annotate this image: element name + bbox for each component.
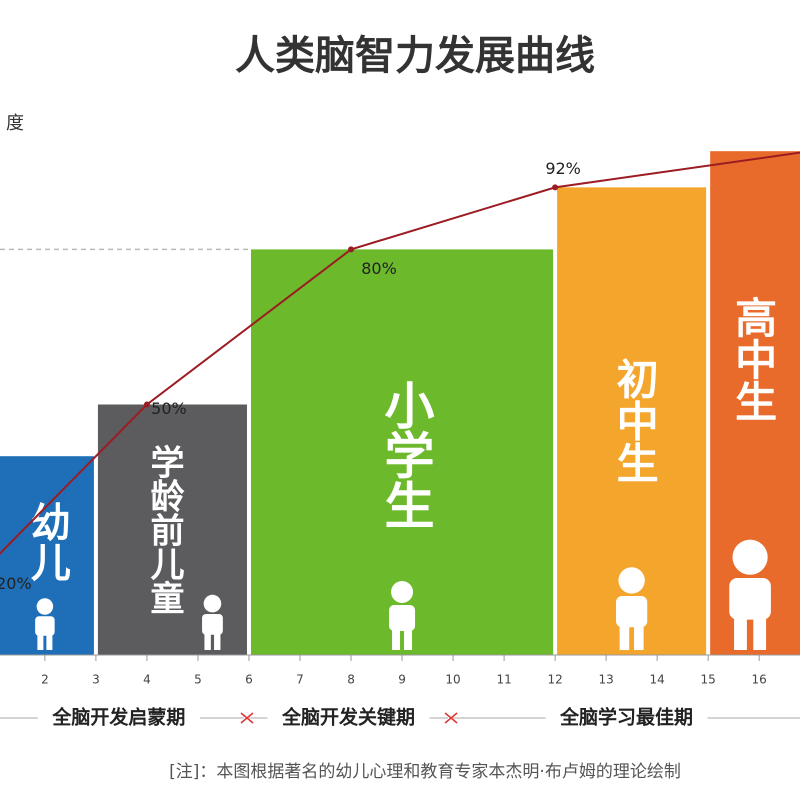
person-icon (389, 581, 416, 650)
icon-leg (37, 634, 44, 650)
person-icon (616, 567, 648, 650)
icon-leg (753, 616, 767, 650)
icon-leg (46, 634, 53, 650)
data-label: 20% (0, 574, 32, 593)
chart-title: 人类脑智力发展曲线 (235, 33, 595, 79)
icon-leg (214, 633, 221, 650)
person-icon (35, 598, 55, 650)
stage-bar (97, 404, 247, 655)
phase-label: 全脑开发关键期 (281, 706, 415, 729)
icon-leg (204, 633, 211, 650)
curve-point (552, 184, 559, 191)
phase-label-bg (545, 706, 708, 730)
icon-leg (734, 616, 747, 650)
phase-label: 全脑开发启蒙期 (51, 706, 185, 729)
icon-body (729, 578, 771, 620)
icon-body (389, 605, 416, 631)
x-tick-label: 11 (496, 673, 511, 687)
x-tick-label: 4 (143, 673, 151, 687)
x-tick-label: 7 (296, 673, 304, 687)
phase-divider (240, 712, 254, 724)
x-tick-label: 6 (245, 673, 253, 687)
stage-label: 高中生 (729, 296, 778, 422)
icon-body (35, 616, 55, 636)
phase-divider (444, 712, 458, 724)
footnote: [注]：本图根据著名的幼儿心理和教育专家本杰明·布卢姆的理论绘制 (169, 762, 681, 782)
icon-body (202, 614, 223, 635)
icon-head (36, 598, 54, 615)
x-tick-label: 10 (445, 673, 460, 687)
phase-label: 全脑学习最佳期 (559, 706, 693, 729)
stage-label: 小学生 (377, 379, 435, 529)
phase-label-bg (267, 706, 430, 730)
stage-label: 学龄前儿童 (144, 443, 184, 614)
plot: 幼儿 学龄前儿童 小学生 初中生 高中生 2 3 4 5 6 7 8 9 10 11 12 13 14 15 16 20… (0, 151, 800, 730)
icon-head (391, 581, 414, 603)
data-label: 92% (545, 159, 581, 178)
stage-label: 幼儿 (24, 501, 71, 581)
x-tick-label: 9 (398, 673, 406, 687)
x-tick-label: 16 (752, 673, 767, 687)
stage-label: 初中生 (610, 357, 659, 483)
x-tick-label: 15 (701, 673, 716, 687)
x-tick-label: 3 (92, 673, 100, 687)
x-tick-label: 12 (547, 673, 562, 687)
curve-point (143, 401, 150, 408)
icon-leg (392, 629, 401, 650)
person-icon (202, 594, 223, 650)
icon-leg (404, 629, 413, 650)
curve-point (348, 246, 355, 253)
data-label: 80% (361, 259, 397, 278)
y-axis-label: 度 (6, 113, 24, 134)
x-tick-label: 5 (194, 673, 202, 687)
icon-head (732, 539, 768, 575)
person-icon (729, 539, 771, 650)
data-label: 50% (151, 399, 187, 418)
phase-label-bg (37, 706, 200, 730)
icon-body (616, 596, 648, 628)
x-tick-label: 13 (598, 673, 613, 687)
icon-head (203, 594, 222, 613)
icon-leg (634, 624, 644, 650)
icon-leg (619, 624, 630, 650)
x-tick-label: 8 (347, 673, 355, 687)
icon-head (618, 567, 645, 594)
x-tick-label: 2 (41, 673, 49, 687)
x-tick-label: 14 (650, 673, 665, 687)
